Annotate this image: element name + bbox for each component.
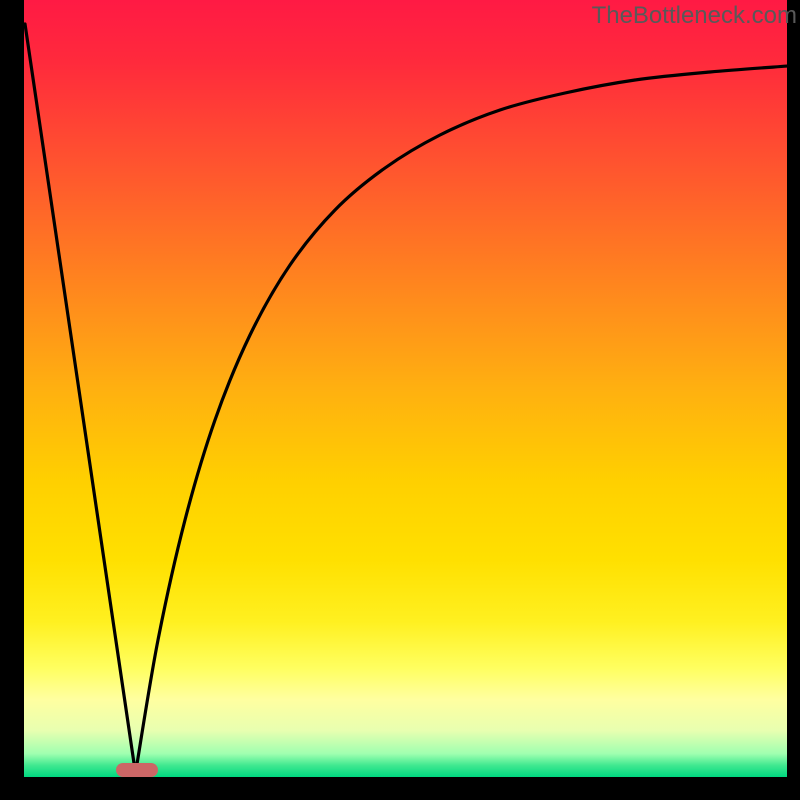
bottleneck-curve — [24, 0, 787, 777]
optimal-range-marker — [116, 763, 158, 777]
watermark-label: TheBottleneck.com — [592, 2, 797, 30]
chart-border-bottom — [0, 777, 800, 800]
plot-area — [24, 0, 787, 777]
chart-border-left — [0, 0, 24, 800]
chart-border-right — [787, 0, 800, 800]
